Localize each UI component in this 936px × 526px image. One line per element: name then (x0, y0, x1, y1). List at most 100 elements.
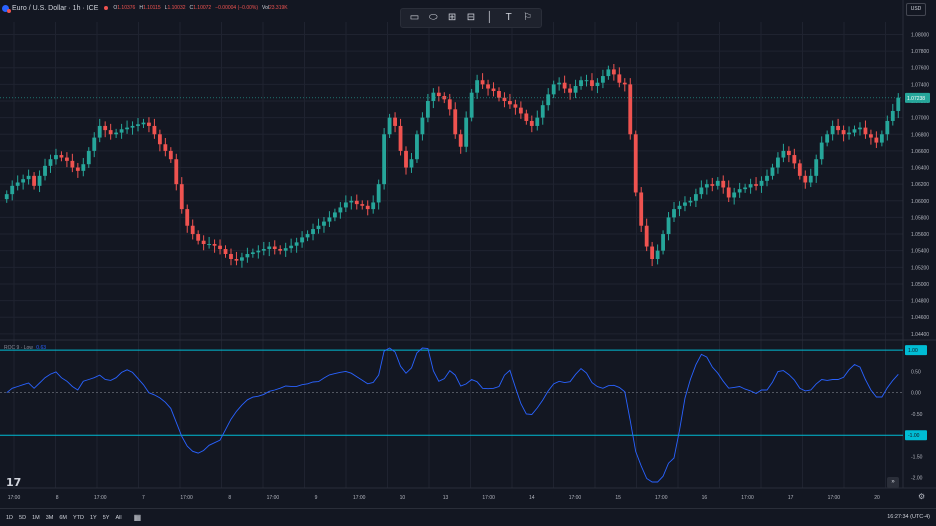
candle-up (748, 178, 753, 194)
tradingview-logo-icon[interactable]: 17 (6, 476, 22, 489)
candle-body (464, 117, 469, 147)
candle-up (332, 208, 337, 222)
range-button-1y[interactable]: 1Y (89, 514, 97, 521)
candle-body (847, 132, 851, 135)
candle-body (453, 109, 458, 135)
candle-body (81, 164, 86, 171)
candle-up (420, 112, 425, 141)
price-label: 1.07800 (911, 49, 929, 55)
candle-down (803, 170, 808, 189)
candle-body (267, 246, 272, 250)
candle-up (475, 74, 480, 99)
range-button-5y[interactable]: 5Y (102, 514, 110, 521)
candle-up (409, 152, 414, 173)
range-button-5d[interactable]: 5D (19, 514, 27, 521)
candle-body (590, 80, 594, 87)
candle-up (595, 78, 600, 94)
candle-body (316, 225, 321, 230)
candle-down (163, 138, 168, 157)
candle-body (852, 129, 857, 133)
candle-body (354, 200, 359, 205)
candle-up (81, 157, 86, 177)
ellipse-icon[interactable]: ⬭ (428, 12, 438, 23)
range-button-1d[interactable]: 1D (6, 514, 14, 521)
candle-down (103, 121, 108, 138)
price-label: 1.06600 (911, 149, 929, 155)
candle-down (611, 63, 616, 81)
candle-up (343, 195, 348, 213)
roc-indicator-pane[interactable]: 1.00 0.50 0.00 -0.50 -1.00 -1.50 -2.00 (0, 345, 927, 483)
candle-body (666, 217, 671, 235)
roc-band-tag (905, 345, 927, 356)
drawing-toolbar[interactable]: ▭ ⬭ ⊞ ⊟ │ T ⚐ (400, 8, 542, 28)
candle-body (229, 254, 233, 259)
candle-down (32, 172, 36, 190)
candle-body (376, 184, 381, 203)
candle-up (240, 252, 244, 268)
candle-up (732, 187, 737, 205)
candle-body (874, 137, 879, 143)
symbol-legend[interactable]: Euro / U.S. Dollar · 1h · ICE O1.10376 H1… (2, 3, 292, 13)
candle-down (590, 73, 594, 91)
text-icon[interactable]: T (505, 12, 512, 23)
indicator-value: 0.63 (36, 345, 47, 351)
candle-body (710, 184, 715, 186)
current-price-label: 1.07238 (907, 96, 925, 102)
range-button-ytd[interactable]: YTD (72, 514, 84, 521)
vertical-line-icon[interactable]: │ (486, 12, 493, 23)
calendar-icon[interactable]: ▦ (133, 513, 142, 522)
scroll-to-realtime-button[interactable]: » (887, 477, 899, 488)
candle-up (382, 128, 387, 190)
flag-icon[interactable]: ⚐ (523, 12, 532, 23)
candle-down (792, 148, 797, 169)
candle-up (743, 183, 748, 193)
indicator-legend[interactable]: ROC 9 · Low 0.63 (4, 345, 46, 351)
ohlc-item: −0.00004 (−0.00%) (215, 5, 258, 11)
range-button-3m[interactable]: 3M (45, 514, 54, 521)
ohlc-value: −0.00004 (−0.00%) (215, 5, 259, 11)
candle-up (896, 93, 901, 119)
price-label: 1.07000 (911, 116, 929, 122)
roc-level-label: -2.00 (911, 476, 923, 482)
candle-down (229, 248, 233, 266)
candle-up (322, 217, 326, 233)
candle-down (486, 79, 490, 96)
ohlc-value: 1.10115 (142, 5, 161, 11)
candle-body (600, 76, 605, 83)
time-axis[interactable]: 17:00 8 17:00 7 17:00 8 17:00 9 17:00 10 13 17:00 14… (8, 495, 880, 501)
candle-up (557, 77, 562, 91)
range-button-6m[interactable]: 6M (59, 514, 67, 521)
candle-up (48, 154, 53, 173)
candle-body (163, 144, 168, 151)
long-position-icon[interactable]: ⊞ (447, 12, 457, 23)
price-axis[interactable]: 1.080001.078001.076001.074001.072001.070… (0, 32, 930, 338)
currency-selector[interactable]: USD (906, 3, 926, 16)
candle-down (508, 93, 512, 109)
candle-body (190, 225, 195, 235)
candle-body (338, 207, 343, 213)
candle-body (869, 134, 873, 138)
candle-body (404, 150, 408, 168)
candle-down (168, 147, 173, 163)
candle-body (672, 209, 676, 218)
candle-body (721, 180, 726, 188)
short-position-icon[interactable]: ⊟ (466, 12, 476, 23)
range-button-1m[interactable]: 1M (32, 514, 40, 521)
candle-down (841, 125, 846, 142)
candle-body (37, 175, 42, 186)
ohlc-value: 1.10032 (167, 5, 186, 11)
candle-body (305, 234, 310, 238)
clock-timezone[interactable]: 16:27:34 (UTC-4) (887, 514, 930, 520)
candle-up (704, 179, 709, 195)
candle-up (283, 242, 288, 257)
candle-down (453, 102, 458, 139)
rectangle-icon[interactable]: ▭ (409, 12, 420, 23)
candle-body (4, 194, 9, 200)
price-label: 1.05600 (911, 232, 929, 238)
symbol-title[interactable]: Euro / U.S. Dollar · 1h · ICE (12, 4, 99, 12)
settings-gear-icon[interactable]: ⚙ (918, 492, 926, 501)
range-button-all[interactable]: All (115, 514, 122, 521)
candle-up (250, 248, 255, 258)
candle-body (43, 165, 47, 176)
